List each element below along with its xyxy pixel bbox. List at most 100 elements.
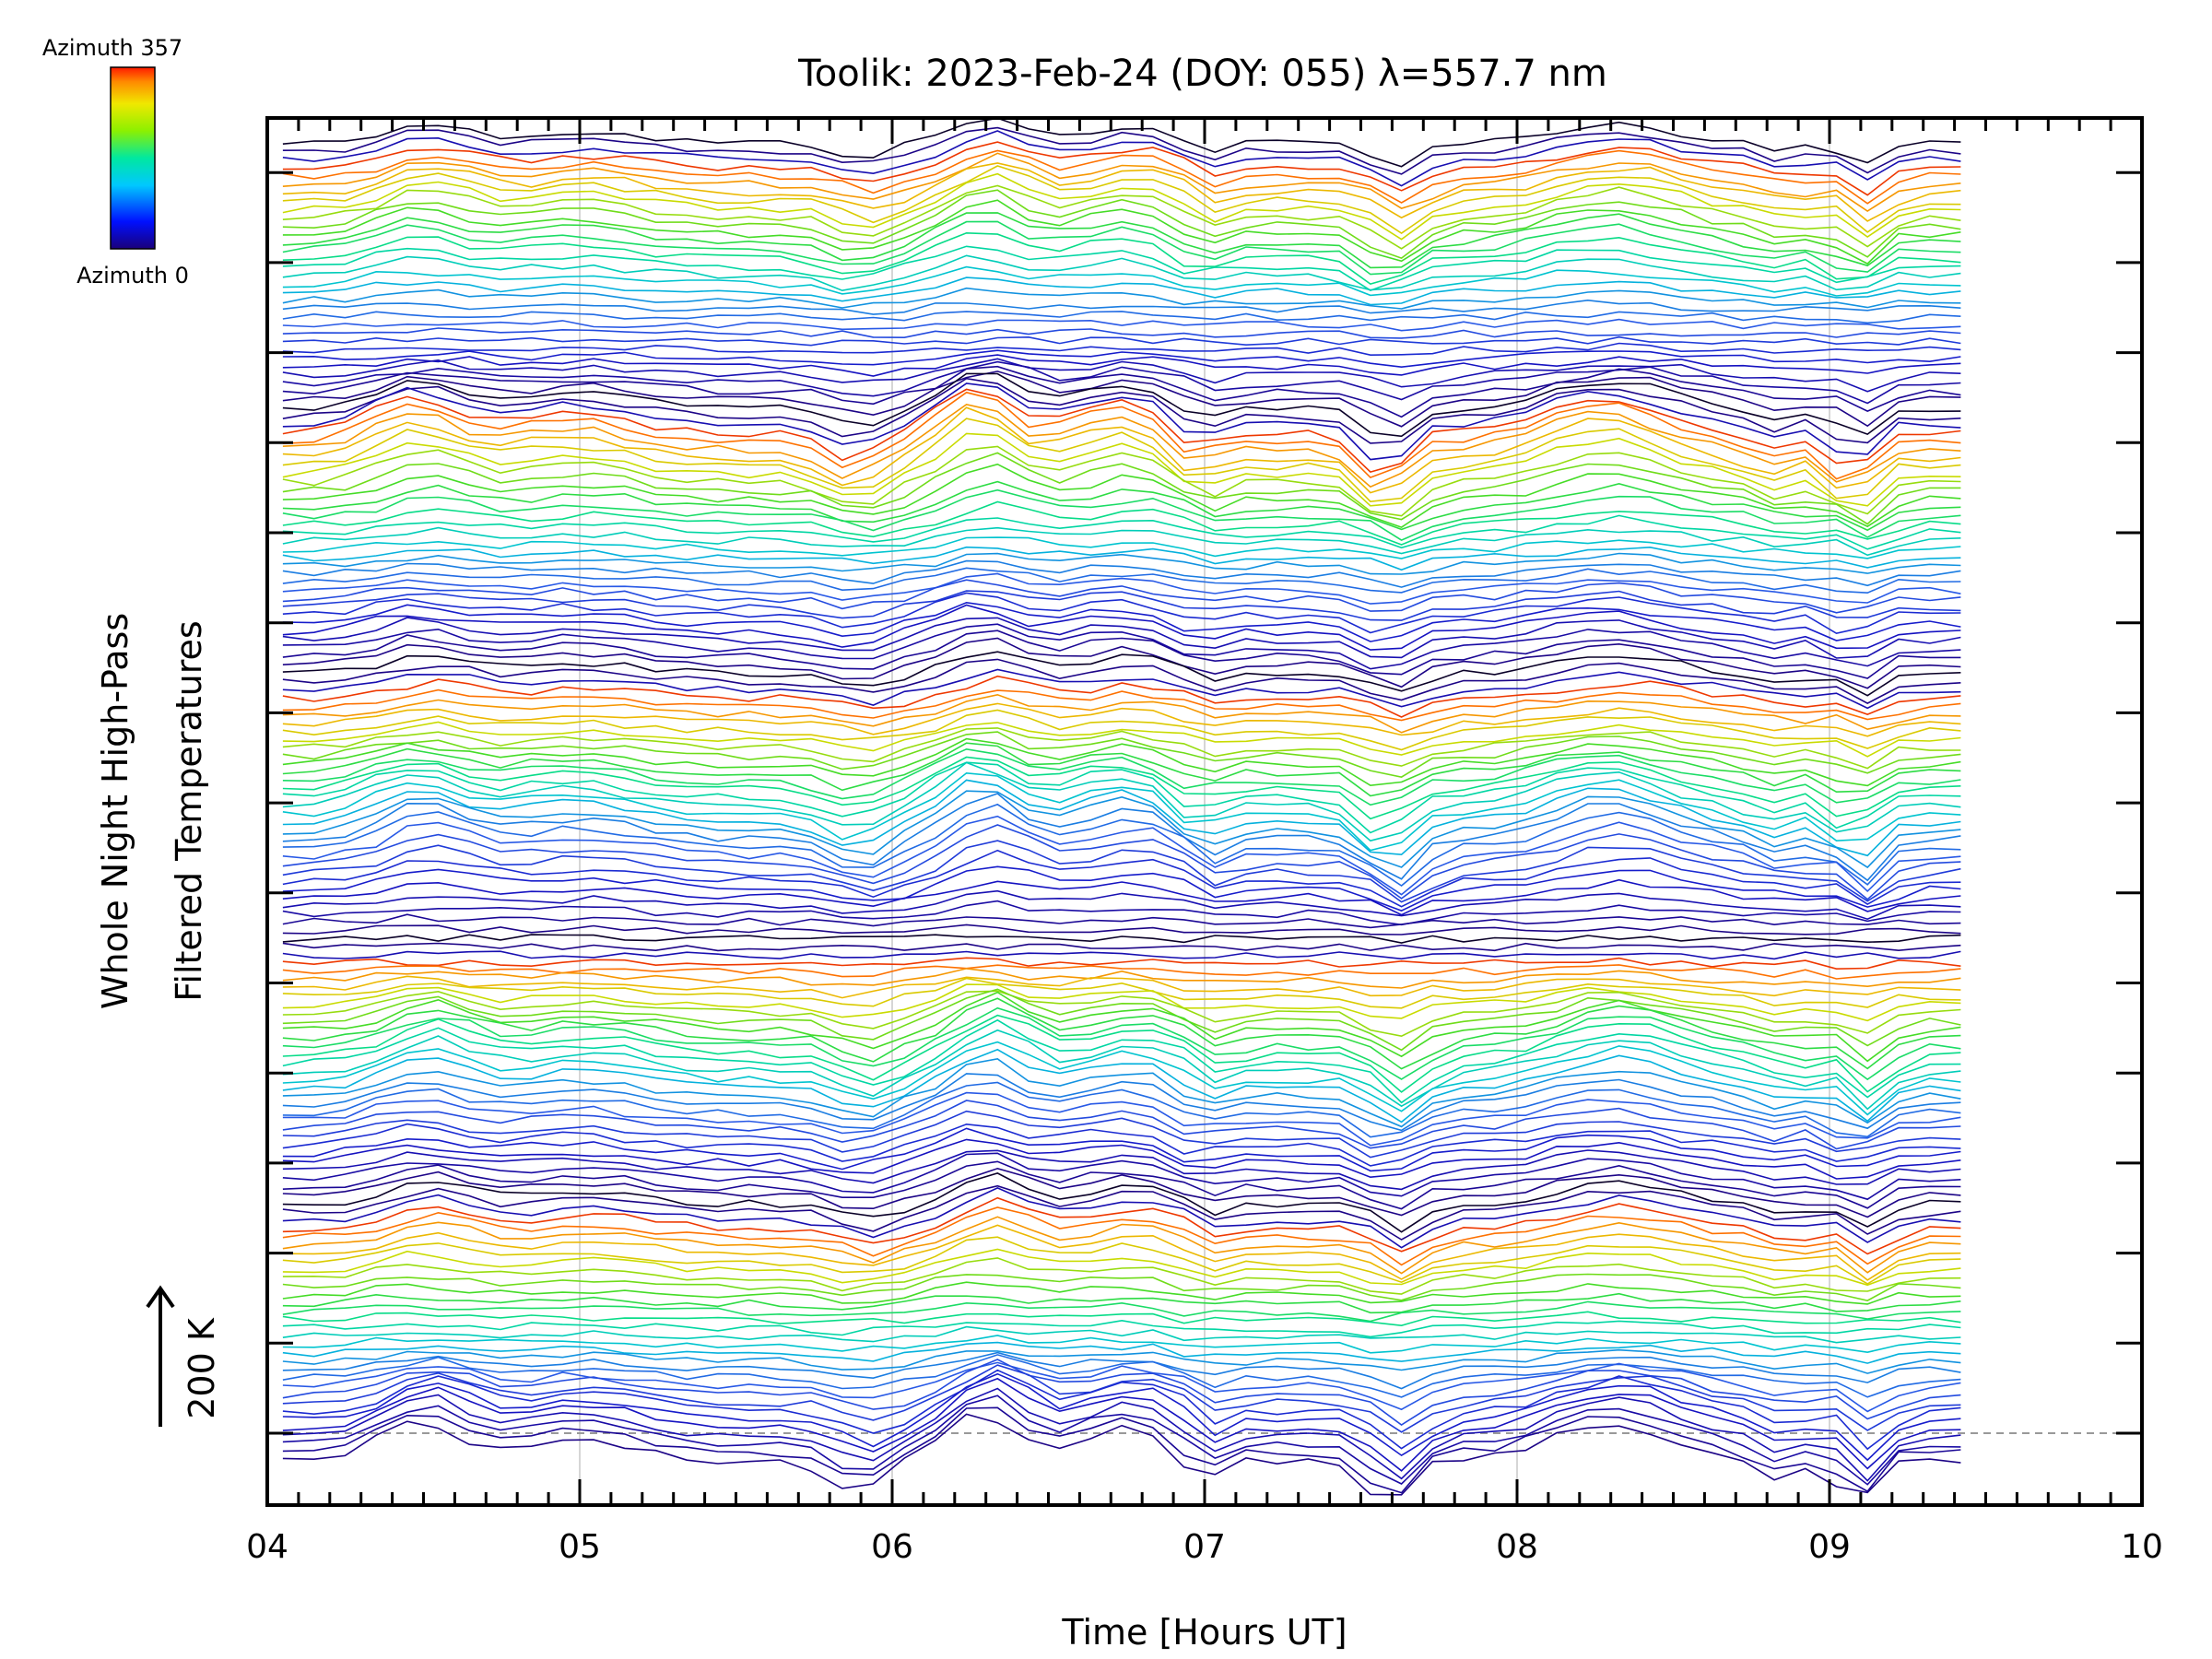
trace-line	[282, 382, 1961, 461]
trace-line	[282, 126, 1961, 175]
trace-line	[282, 165, 1961, 234]
trace-line	[282, 934, 1961, 944]
trace-line	[282, 572, 1961, 605]
trace-line	[282, 526, 1961, 557]
trace-line	[282, 688, 1961, 722]
y-axis-label-line2: Filtered Temperatures	[169, 620, 209, 1001]
trace-line	[282, 1216, 1961, 1275]
trace-line	[282, 360, 1961, 405]
trace-line	[282, 1224, 1961, 1281]
trace-line	[282, 803, 1961, 887]
trace-line	[282, 245, 1961, 291]
trace-line	[282, 988, 1961, 1052]
trace-line	[282, 254, 1961, 292]
trace-line	[282, 977, 1961, 1009]
x-tick-label: 10	[2121, 1528, 2163, 1566]
trace-line	[282, 592, 1961, 635]
trace-line	[282, 514, 1961, 550]
trace-line	[282, 299, 1961, 315]
trace-line	[282, 152, 1961, 213]
trace-line	[282, 637, 1961, 689]
trace-line	[282, 318, 1961, 332]
colorbar: Azimuth 357 Azimuth 0	[42, 35, 189, 288]
trace-line	[282, 172, 1961, 241]
trace-line	[282, 702, 1961, 737]
trace-line	[282, 1138, 1961, 1180]
trace-line	[282, 552, 1961, 575]
trace-line	[282, 590, 1961, 621]
colorbar-top-label: Azimuth 357	[42, 35, 182, 61]
trace-line	[282, 1361, 1961, 1413]
trace-line	[282, 418, 1961, 503]
trace-line	[282, 199, 1961, 265]
trace-line	[282, 1081, 1961, 1138]
trace-line	[282, 231, 1961, 285]
trace-line	[282, 975, 1961, 999]
x-tick-label: 09	[1808, 1528, 1851, 1566]
trace-line	[282, 1152, 1961, 1201]
trace-line	[282, 1187, 1961, 1249]
scale-bar: 200 K	[146, 1285, 222, 1427]
trace-line	[282, 1292, 1961, 1314]
trace-line	[282, 756, 1961, 820]
trace-line	[282, 623, 1961, 670]
trace-line	[282, 601, 1961, 642]
trace-line	[282, 1354, 1961, 1398]
trace-line	[282, 865, 1961, 912]
trace-line	[282, 1206, 1961, 1266]
trace-line	[282, 1351, 1961, 1390]
trace-line	[282, 480, 1961, 532]
trace-line	[282, 388, 1961, 473]
trace-line	[282, 942, 1961, 952]
trace-line	[282, 1387, 1961, 1482]
trace-line	[282, 1406, 1961, 1494]
trace-line	[282, 149, 1961, 205]
trace-line	[282, 604, 1961, 651]
trace-line	[282, 693, 1961, 734]
trace-line	[282, 445, 1961, 517]
trace-line	[282, 997, 1961, 1070]
x-tick-label: 04	[246, 1528, 288, 1566]
trace-line	[282, 452, 1961, 525]
trace-line	[282, 579, 1961, 614]
trace-line	[282, 118, 1961, 168]
trace-line	[282, 1048, 1961, 1124]
trace-line	[282, 377, 1961, 444]
trace-line	[282, 1006, 1961, 1081]
trace-line	[282, 771, 1961, 852]
trace-line	[282, 342, 1961, 357]
x-tick-label: 06	[871, 1528, 913, 1566]
trace-line	[282, 668, 1961, 710]
trace-line	[282, 957, 1961, 971]
trace-line	[282, 1335, 1961, 1354]
trace-line	[282, 311, 1961, 324]
trace-line	[282, 747, 1961, 806]
trace-line	[282, 559, 1961, 588]
trace-line	[282, 1348, 1961, 1374]
trace-line	[282, 287, 1961, 310]
trace-line	[282, 721, 1961, 758]
trace-line	[282, 629, 1961, 679]
x-axis-label: Time [Hours UT]	[1061, 1612, 1347, 1653]
chart-title: Toolik: 2023-Feb-24 (DOY: 055) λ=557.7 n…	[797, 53, 1607, 95]
trace-line	[282, 651, 1961, 697]
trace-line	[282, 1160, 1961, 1210]
colorbar-gradient	[110, 66, 156, 250]
trace-line	[282, 1110, 1961, 1159]
trace-line	[282, 276, 1961, 306]
trace-line	[282, 731, 1961, 778]
trace-line	[282, 793, 1961, 882]
trace-line	[282, 1248, 1961, 1287]
trace-line	[282, 1273, 1961, 1301]
trace-line	[282, 220, 1961, 276]
trace-line	[282, 1281, 1961, 1305]
trace-line	[282, 1100, 1961, 1150]
trace-line	[282, 1394, 1961, 1486]
trace-line	[282, 354, 1961, 377]
trace-line	[282, 991, 1961, 1063]
trace-line	[282, 1041, 1961, 1116]
trace-line	[282, 403, 1961, 488]
trace-line	[282, 889, 1961, 921]
trace-line	[282, 1196, 1961, 1255]
